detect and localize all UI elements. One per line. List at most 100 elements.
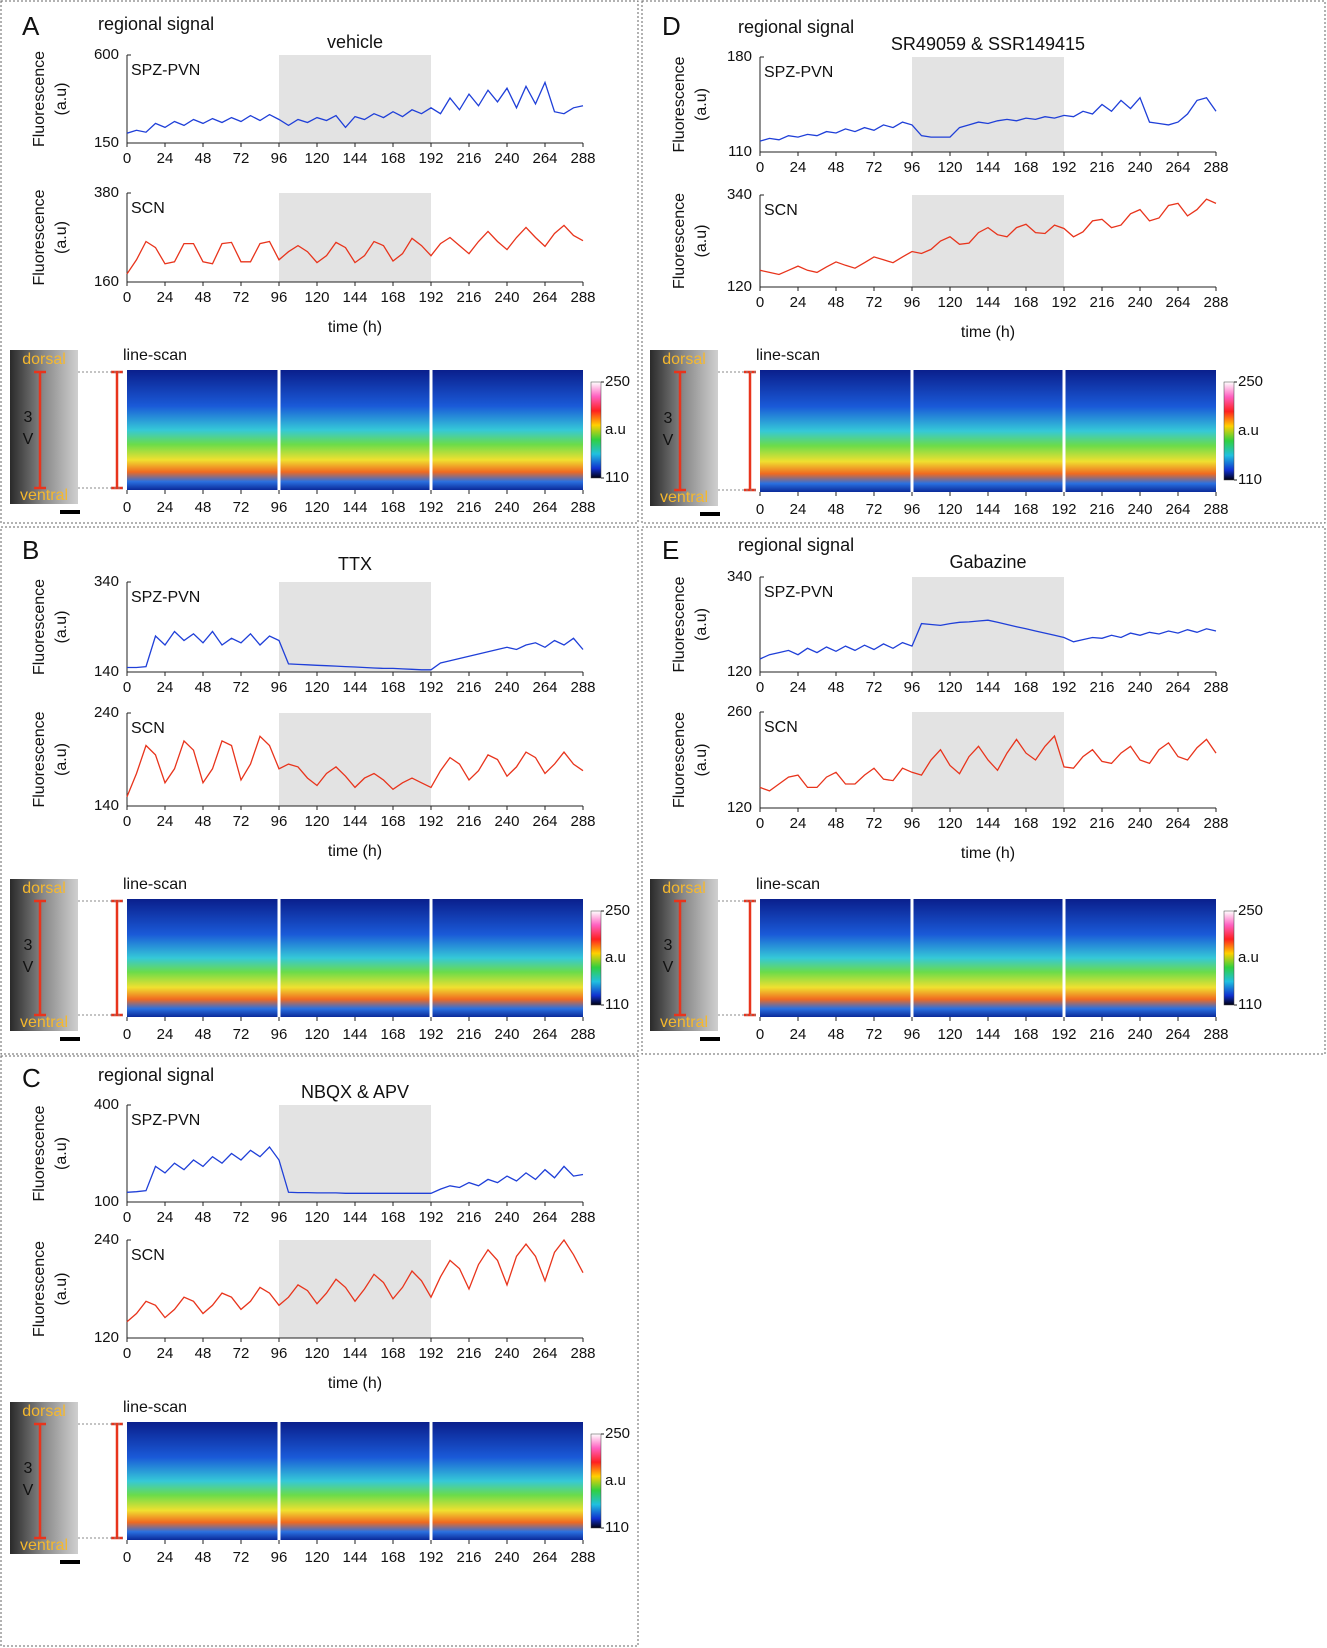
panel-letter: C [22,1063,41,1093]
x-tick-label: 144 [342,289,367,306]
colorbar-label: a.u [605,1472,626,1489]
colorbar-tick-label: 110 [605,1519,629,1536]
x-tick-label: 24 [790,1026,807,1043]
x-tick-label: 0 [756,1026,764,1043]
y-label: (a.u) [693,744,710,777]
x-tick-label: 0 [123,813,131,830]
heatmap [760,370,1216,492]
x-tick-label: 0 [123,289,131,306]
panel-header: regional signal [738,535,854,555]
y-tick-label: 120 [727,799,752,816]
x-tick-label: 72 [866,815,883,832]
x-tick-label: 120 [304,1345,329,1362]
x-tick-label: 264 [532,150,557,167]
x-tick-label: 144 [975,294,1000,311]
x-tick-label: 96 [271,1209,288,1226]
heatmap-title: line-scan [123,347,187,364]
x-tick-label: 240 [1127,294,1152,311]
x-tick-label: 96 [904,159,921,176]
x-tick-label: 288 [570,150,595,167]
treatment-shade [912,195,1064,287]
x-tick-label: 120 [304,813,329,830]
image-label-bottom: ventral [20,1014,68,1031]
x-tick-label: 168 [380,1345,405,1362]
x-tick-label: 120 [937,1026,962,1043]
panel-letter: E [662,535,679,565]
trace [759,734,1217,792]
x-tick-label: 144 [342,1209,367,1226]
x-tick-label: 72 [233,150,250,167]
panel-border [0,526,639,1055]
x-tick-label: 192 [418,1345,443,1362]
x-tick-label: 48 [828,159,845,176]
image-label-bottom: ventral [20,1537,68,1554]
x-tick-label: 168 [380,1549,405,1566]
image-label-top: dorsal [22,351,66,368]
ventricle-label: V [663,432,674,449]
x-tick-label: 144 [342,499,367,516]
ventricle-label: 3 [664,937,673,954]
x-tick-label: 48 [195,813,212,830]
x-tick-label: 264 [1165,159,1190,176]
x-tick-label: 216 [1089,679,1114,696]
x-tick-label: 96 [904,679,921,696]
x-tick-label: 48 [195,150,212,167]
y-label: Fluorescence [671,193,688,289]
x-tick-label: 240 [494,679,519,696]
x-tick-label: 144 [342,150,367,167]
x-tick-label: 168 [380,813,405,830]
x-tick-label: 96 [271,679,288,696]
x-tick-label: 96 [904,1026,921,1043]
ventricle-label: V [23,431,34,448]
x-tick-label: 96 [904,501,921,518]
x-tick-label: 0 [123,679,131,696]
x-tick-label: 264 [1165,501,1190,518]
x-tick-label: 72 [233,1345,250,1362]
chart-title: SCN [764,202,798,219]
x-tick-label: 0 [756,679,764,696]
colorbar [1223,381,1235,481]
ventricle-label: V [23,1482,34,1499]
x-tick-label: 96 [271,289,288,306]
x-tick-label: 120 [304,1549,329,1566]
colorbar [590,910,602,1006]
image-label-top: dorsal [22,880,66,897]
panel-border [641,0,1326,524]
x-tick-label: 24 [157,679,174,696]
x-tick-label: 264 [532,499,557,516]
panel-header: regional signal [98,1065,214,1085]
x-tick-label: 216 [456,1345,481,1362]
x-tick-label: 120 [937,815,962,832]
y-tick-label: 120 [727,663,752,680]
x-tick-label: 48 [195,1549,212,1566]
x-label: time (h) [328,843,382,860]
x-tick-label: 192 [1051,815,1076,832]
x-tick-label: 240 [494,1026,519,1043]
y-tick-label: 240 [94,704,119,721]
x-tick-label: 216 [1089,815,1114,832]
x-tick-label: 168 [380,1026,405,1043]
ventricle-label: 3 [24,1460,33,1477]
x-tick-label: 216 [456,1549,481,1566]
x-tick-label: 240 [494,289,519,306]
x-tick-label: 168 [380,499,405,516]
heatmap-title: line-scan [756,876,820,893]
x-tick-label: 96 [271,1026,288,1043]
x-tick-label: 240 [1127,679,1152,696]
x-tick-label: 192 [418,289,443,306]
x-tick-label: 120 [937,294,962,311]
x-tick-label: 216 [1089,294,1114,311]
treatment-shade [279,193,431,282]
x-tick-label: 144 [975,679,1000,696]
x-tick-label: 264 [1165,679,1190,696]
slice-image [10,350,78,504]
x-tick-label: 288 [1203,294,1228,311]
ventricle-label: 3 [664,410,673,427]
image-label-top: dorsal [22,1403,66,1420]
x-tick-label: 288 [1203,815,1228,832]
chart-title: SCN [764,719,798,736]
x-tick-label: 72 [233,1026,250,1043]
x-tick-label: 96 [271,813,288,830]
y-tick-label: 400 [94,1096,119,1113]
x-tick-label: 264 [1165,815,1190,832]
